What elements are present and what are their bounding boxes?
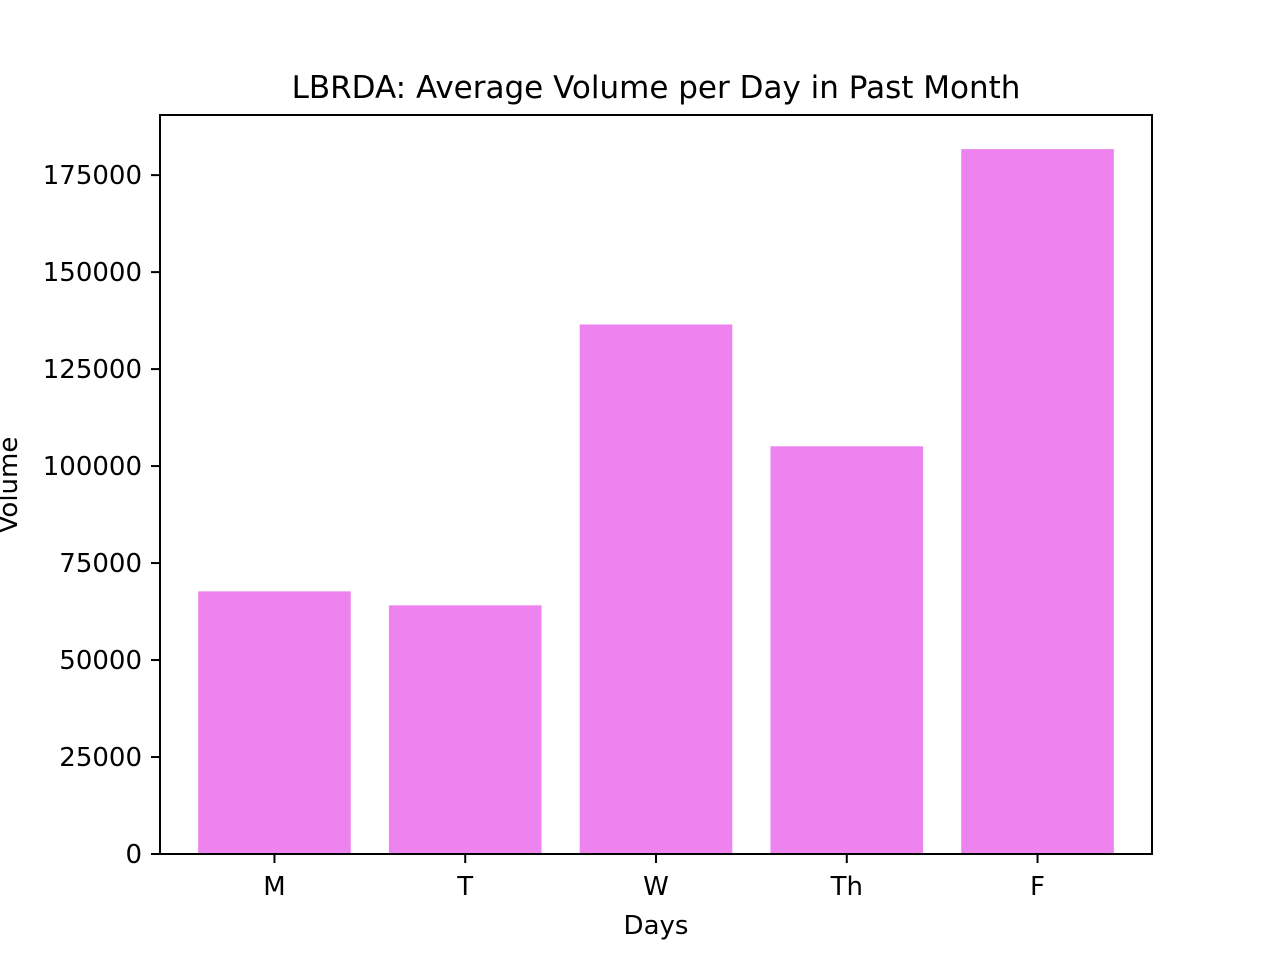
bar-w	[579, 324, 733, 855]
y-axis: 0 25000 50000 75000 100000 125000 150000 175000	[43, 161, 160, 870]
x-tick-label: T	[456, 872, 473, 902]
chart-title: LBRDA: Average Volume per Day in Past Mo…	[292, 70, 1021, 106]
x-axis: M T W Th F	[263, 854, 1045, 902]
x-tick-label: F	[1030, 872, 1045, 902]
y-axis-label: Volume	[0, 437, 24, 534]
bar-f	[961, 149, 1114, 854]
bar-t	[388, 605, 542, 854]
bar-th	[770, 446, 924, 854]
bar-m	[198, 591, 351, 854]
y-tick-label: 75000	[59, 549, 142, 579]
plot-frame	[159, 114, 1153, 855]
x-axis-label: Days	[624, 911, 689, 941]
y-tick-label: 175000	[43, 161, 142, 191]
y-tick-label: 100000	[43, 452, 142, 482]
x-tick-label: M	[263, 872, 285, 902]
y-tick-label: 150000	[43, 258, 142, 288]
y-tick-label: 50000	[59, 646, 142, 676]
bars-group	[198, 149, 1114, 855]
x-tick-label: W	[643, 872, 669, 902]
y-tick-label: 125000	[43, 355, 142, 385]
y-tick-label: 25000	[59, 743, 142, 773]
y-tick-label: 0	[125, 840, 142, 870]
x-tick-label: Th	[830, 872, 863, 902]
